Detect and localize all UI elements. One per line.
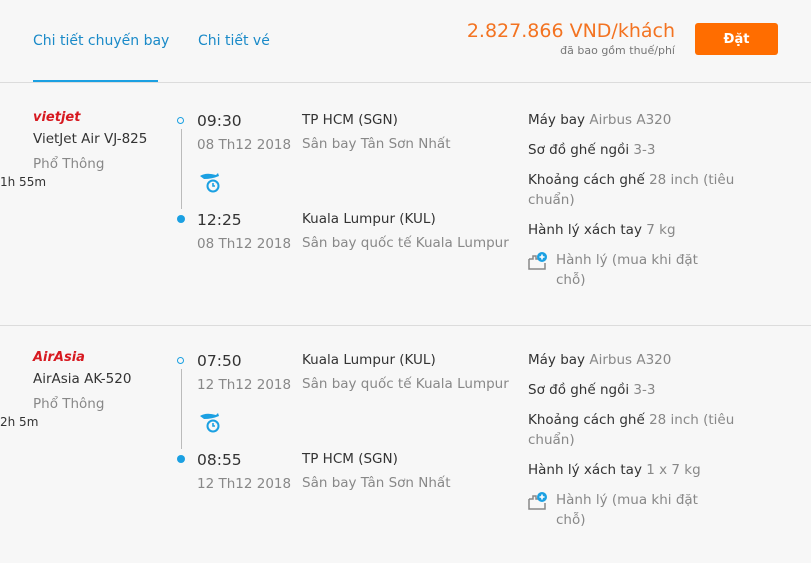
flight-segment: AirAsia AirAsia AK-520 Phổ Thông 07:50 1… xyxy=(0,340,811,560)
arrival-dot-icon xyxy=(177,455,185,463)
add-baggage-icon[interactable] xyxy=(527,251,549,271)
arrival-time: 08:55 xyxy=(197,451,242,469)
departure-date: 12 Th12 2018 xyxy=(197,377,292,393)
arrival-airport: Sân bay Tân Sơn Nhất xyxy=(302,475,451,491)
departure-time: 09:30 xyxy=(197,112,242,130)
label: Hành lý xách tay xyxy=(528,222,642,238)
cabin-baggage-info: Hành lý xách tay 1 x 7 kg xyxy=(528,460,738,480)
arrival-city: TP HCM (SGN) xyxy=(302,451,398,467)
flight-duration-icon xyxy=(200,413,220,433)
label: Khoảng cách ghế xyxy=(528,172,645,188)
tab-ticket-details[interactable]: Chi tiết vé xyxy=(198,33,270,49)
departure-city: TP HCM (SGN) xyxy=(302,112,398,128)
arrival-date: 12 Th12 2018 xyxy=(197,476,292,492)
departure-airport: Sân bay quốc tế Kuala Lumpur xyxy=(302,376,509,392)
checked-baggage-info: Hành lý (mua khi đặt chỗ) xyxy=(556,492,698,528)
label: Sơ đồ ghế ngồi xyxy=(528,382,630,398)
seat-pitch-info: Khoảng cách ghế 28 inch (tiêu chuẩn) xyxy=(528,410,738,450)
seatmap-info: Sơ đồ ghế ngồi 3-3 xyxy=(528,380,738,400)
timeline-line xyxy=(181,129,182,209)
arrival-airport: Sân bay quốc tế Kuala Lumpur xyxy=(302,235,509,251)
label: Sơ đồ ghế ngồi xyxy=(528,142,630,158)
value: Airbus A320 xyxy=(589,352,672,368)
divider xyxy=(0,82,811,83)
arrival-date: 08 Th12 2018 xyxy=(197,236,292,252)
price: 2.827.866 VND/khách xyxy=(466,20,675,42)
value: Airbus A320 xyxy=(589,112,672,128)
value: 3-3 xyxy=(633,382,656,398)
label: Máy bay xyxy=(528,112,586,128)
price-note: đã bao gồm thuế/phí xyxy=(560,44,675,57)
cabin-baggage-info: Hành lý xách tay 7 kg xyxy=(528,220,738,240)
label: Máy bay xyxy=(528,352,586,368)
arrival-city: Kuala Lumpur (KUL) xyxy=(302,211,436,227)
timeline-line xyxy=(181,369,182,449)
airline-logo: AirAsia xyxy=(33,350,85,365)
add-baggage-icon[interactable] xyxy=(527,491,549,511)
flight-duration: 2h 5m xyxy=(0,415,39,429)
value: 3-3 xyxy=(633,142,656,158)
label: Hành lý xách tay xyxy=(528,462,642,478)
value: 28 inch (tiêu chuẩn) xyxy=(528,412,735,448)
value: 1 x 7 kg xyxy=(646,462,701,478)
value: 7 kg xyxy=(646,222,676,238)
flight-duration-icon xyxy=(200,173,220,193)
value: 28 inch (tiêu chuẩn) xyxy=(528,172,735,208)
airline-logo: vietjet xyxy=(33,110,81,125)
book-button[interactable]: Đặt xyxy=(695,23,778,55)
flight-name: VietJet Air VJ-825 xyxy=(33,131,148,147)
label: Khoảng cách ghế xyxy=(528,412,645,428)
tab-flight-details[interactable]: Chi tiết chuyến bay xyxy=(33,33,170,49)
cabin-class: Phổ Thông xyxy=(33,156,105,172)
departure-time: 07:50 xyxy=(197,352,242,370)
seat-pitch-info: Khoảng cách ghế 28 inch (tiêu chuẩn) xyxy=(528,170,738,210)
flight-name: AirAsia AK-520 xyxy=(33,371,132,387)
aircraft-info: Máy bay Airbus A320 xyxy=(528,350,738,370)
arrival-dot-icon xyxy=(177,215,185,223)
cabin-class: Phổ Thông xyxy=(33,396,105,412)
aircraft-info: Máy bay Airbus A320 xyxy=(528,110,738,130)
divider xyxy=(0,325,811,326)
departure-city: Kuala Lumpur (KUL) xyxy=(302,352,436,368)
flight-duration: 1h 55m xyxy=(0,175,47,189)
departure-date: 08 Th12 2018 xyxy=(197,137,292,153)
seatmap-info: Sơ đồ ghế ngồi 3-3 xyxy=(528,140,738,160)
checked-baggage-info: Hành lý (mua khi đặt chỗ) xyxy=(556,252,698,288)
arrival-time: 12:25 xyxy=(197,211,242,229)
active-tab-indicator xyxy=(33,80,158,83)
departure-dot-icon xyxy=(177,117,184,124)
departure-airport: Sân bay Tân Sơn Nhất xyxy=(302,136,451,152)
departure-dot-icon xyxy=(177,357,184,364)
flight-segment: vietjet VietJet Air VJ-825 Phổ Thông 09:… xyxy=(0,100,811,320)
